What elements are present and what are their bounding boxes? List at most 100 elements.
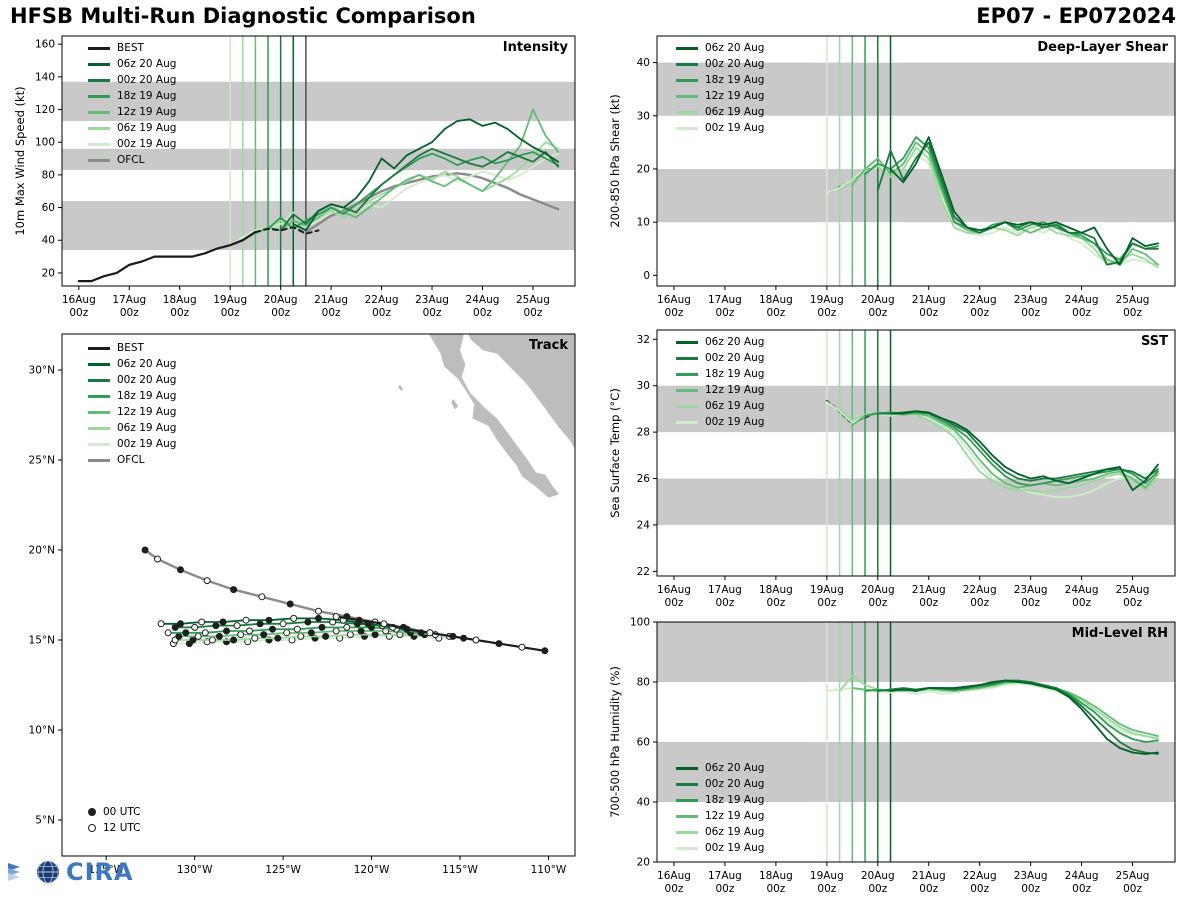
track-marker-12utc — [346, 631, 354, 639]
legend-label: 06z 20 Aug — [705, 762, 765, 774]
svg-text:00z: 00z — [868, 883, 887, 895]
open-marker-icon — [88, 824, 96, 832]
legend-item: 12z 19 Aug — [676, 88, 764, 104]
svg-text:135°W: 135°W — [88, 864, 124, 876]
legend-label: 06z 20 Aug — [117, 58, 177, 70]
svg-text:00z: 00z — [970, 597, 989, 609]
map-area — [141, 334, 575, 655]
flag-icon — [8, 863, 20, 881]
legend-label: 00z 19 Aug — [705, 416, 765, 428]
track-marker-00utc — [175, 632, 183, 640]
track-marker-12utc — [290, 614, 298, 622]
y-axis: 20 40 60 80 100 — [630, 617, 657, 869]
svg-text:00z: 00z — [919, 883, 938, 895]
legend-item: 06z 20 Aug — [676, 40, 764, 56]
svg-text:16Aug: 16Aug — [62, 294, 96, 306]
legend-label: 18z 19 Aug — [117, 90, 177, 102]
line-swatch-icon — [676, 372, 698, 376]
svg-text:23Aug: 23Aug — [1014, 294, 1048, 306]
series-line — [864, 136, 1159, 261]
svg-text:00z: 00z — [1123, 597, 1142, 609]
svg-text:00z: 00z — [766, 883, 785, 895]
legend-item: 18z 19 Aug — [676, 792, 764, 808]
svg-text:40: 40 — [637, 797, 650, 809]
line-swatch-icon — [676, 420, 698, 424]
init-time-lines — [826, 330, 892, 576]
svg-text:40: 40 — [42, 235, 55, 247]
sst-panel: 22 24 26 28 30 32 16Aug 00z 17Aug 00z 18Aug 00z 19Au… — [600, 322, 1200, 612]
svg-text:21Aug: 21Aug — [912, 584, 946, 596]
svg-text:160: 160 — [35, 39, 55, 51]
track-marker-00utc — [171, 623, 179, 631]
svg-text:110°W: 110°W — [531, 864, 567, 876]
track-marker-12utc — [332, 627, 340, 635]
svg-text:20Aug: 20Aug — [861, 294, 895, 306]
y-axis: 20 40 60 80 100 120 140 160 — [35, 39, 62, 279]
track-marker-00utc — [212, 622, 220, 630]
line-swatch-icon — [88, 62, 110, 66]
track-marker-12utc — [472, 636, 480, 644]
legend-item: 12z 19 Aug — [676, 808, 764, 824]
plot-area — [62, 36, 575, 286]
panel-title: Track — [529, 338, 568, 353]
y-axis-label: Sea Surface Temp (°C) — [608, 388, 622, 518]
legend-label: 18z 19 Aug — [705, 368, 765, 380]
legend: 06z 20 Aug 00z 20 Aug 18z 19 Aug 12z 19 Aug… — [676, 760, 764, 856]
track-marker-12utc — [203, 577, 211, 585]
svg-text:10: 10 — [637, 217, 650, 229]
svg-text:0: 0 — [643, 270, 650, 282]
svg-text:00z: 00z — [1123, 883, 1142, 895]
legend-label: 00z 20 Aug — [705, 352, 765, 364]
svg-text:22Aug: 22Aug — [963, 294, 997, 306]
land-polygons — [398, 334, 575, 498]
svg-text:30°N: 30°N — [29, 365, 55, 377]
svg-text:22Aug: 22Aug — [963, 584, 997, 596]
legend-item: 12z 19 Aug — [88, 104, 176, 120]
panel-title: Intensity — [502, 40, 568, 55]
svg-text:00z: 00z — [766, 307, 785, 319]
svg-text:17Aug: 17Aug — [708, 294, 742, 306]
svg-text:00z: 00z — [1072, 307, 1091, 319]
track-marker-00utc — [274, 634, 282, 642]
svg-text:00z: 00z — [715, 307, 734, 319]
legend-label: 06z 20 Aug — [705, 42, 765, 54]
series-lines — [825, 136, 1159, 269]
svg-text:115°W: 115°W — [442, 864, 478, 876]
legend: BEST 06z 20 Aug 00z 20 Aug 18z 19 Aug 12z 19… — [88, 340, 176, 468]
svg-text:21Aug: 21Aug — [314, 294, 348, 306]
track-marker-00utc — [230, 586, 238, 594]
legend-label: 06z 19 Aug — [705, 106, 765, 118]
legend-label: 00z 19 Aug — [117, 138, 177, 150]
svg-text:100: 100 — [630, 617, 650, 629]
x-axis: 16Aug00z17Aug00z18Aug00z19Aug00z20Aug00z… — [657, 286, 1149, 319]
legend-item: 06z 19 Aug — [676, 398, 764, 414]
legend-item: 18z 19 Aug — [676, 72, 764, 88]
svg-text:00z: 00z — [665, 597, 684, 609]
cira-logo: CIRA — [6, 858, 134, 886]
plot-area — [657, 330, 1175, 576]
series-line — [838, 675, 1159, 740]
plot-frame — [61, 333, 576, 857]
svg-text:25°N: 25°N — [29, 455, 55, 467]
track-marker-00utc — [403, 625, 411, 633]
legend-label: 18z 19 Aug — [705, 794, 765, 806]
legend-label: 18z 19 Aug — [117, 390, 177, 402]
legend-item: 12 UTC — [88, 820, 141, 836]
svg-text:00z: 00z — [970, 883, 989, 895]
storm-tracks — [141, 546, 549, 655]
svg-text:25Aug: 25Aug — [1116, 870, 1150, 882]
svg-text:24Aug: 24Aug — [1065, 584, 1099, 596]
track-marker-00utc — [371, 631, 379, 639]
svg-text:00z: 00z — [766, 597, 785, 609]
line-swatch-icon — [676, 814, 698, 818]
series-line — [864, 411, 1159, 487]
track-marker-00utc — [260, 631, 268, 639]
series-line — [851, 411, 1159, 489]
y-axis-label: 700-500 hPa Humidity (%) — [608, 666, 622, 818]
line-swatch-icon — [676, 782, 698, 786]
legend-label: 12z 19 Aug — [705, 90, 765, 102]
track-marker-12utc — [315, 607, 322, 615]
track-marker-12utc — [201, 629, 209, 637]
series-line — [825, 682, 1159, 739]
series-lines — [825, 399, 1159, 498]
